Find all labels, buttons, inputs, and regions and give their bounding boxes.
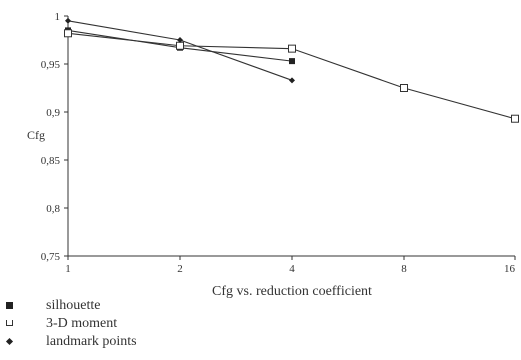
series-lines (67, 20, 516, 120)
y-tick-label: 0,85 (41, 155, 61, 167)
x-tick-label: 16 (504, 263, 516, 275)
legend-item-landmark-points: landmark points (4, 333, 137, 351)
y-tick-label: 0,9 (46, 107, 60, 119)
x-axis-label: Cfg vs. reduction coefficient (212, 284, 372, 299)
data-point (288, 44, 296, 53)
open-square-marker-icon (4, 317, 18, 331)
legend-item-3d-moment: 3-D moment (4, 315, 137, 333)
data-point (64, 29, 72, 38)
y-axis-label: Cfg (27, 128, 45, 142)
legend: silhouette 3-D moment landmark points (4, 297, 137, 351)
y-ticks: 0,75 0,8 0,85 0,9 0,95 1 (41, 11, 68, 263)
y-tick-label: 1 (55, 11, 61, 23)
legend-item-silhouette: silhouette (4, 297, 137, 315)
series-markers (64, 17, 519, 123)
legend-label: landmark points (46, 334, 137, 349)
x-tick-label: 1 (65, 263, 71, 275)
x-ticks: 1 2 4 8 16 (65, 256, 516, 275)
data-point (65, 17, 71, 24)
data-point (176, 41, 184, 50)
data-point (289, 58, 295, 65)
y-tick-label: 0,8 (46, 203, 60, 215)
data-point (289, 77, 295, 84)
x-tick-label: 2 (177, 263, 183, 275)
x-tick-label: 4 (289, 263, 295, 275)
data-point (177, 37, 183, 43)
y-tick-label: 0,95 (41, 59, 61, 71)
legend-label: silhouette (46, 298, 101, 313)
x-tick-label: 8 (401, 263, 407, 275)
filled-square-marker-icon (4, 299, 18, 313)
y-tick-label: 0,75 (41, 251, 61, 263)
filled-diamond-marker-icon (4, 335, 18, 349)
data-point (511, 114, 519, 123)
legend-label: 3-D moment (46, 316, 118, 331)
data-point (400, 84, 408, 92)
